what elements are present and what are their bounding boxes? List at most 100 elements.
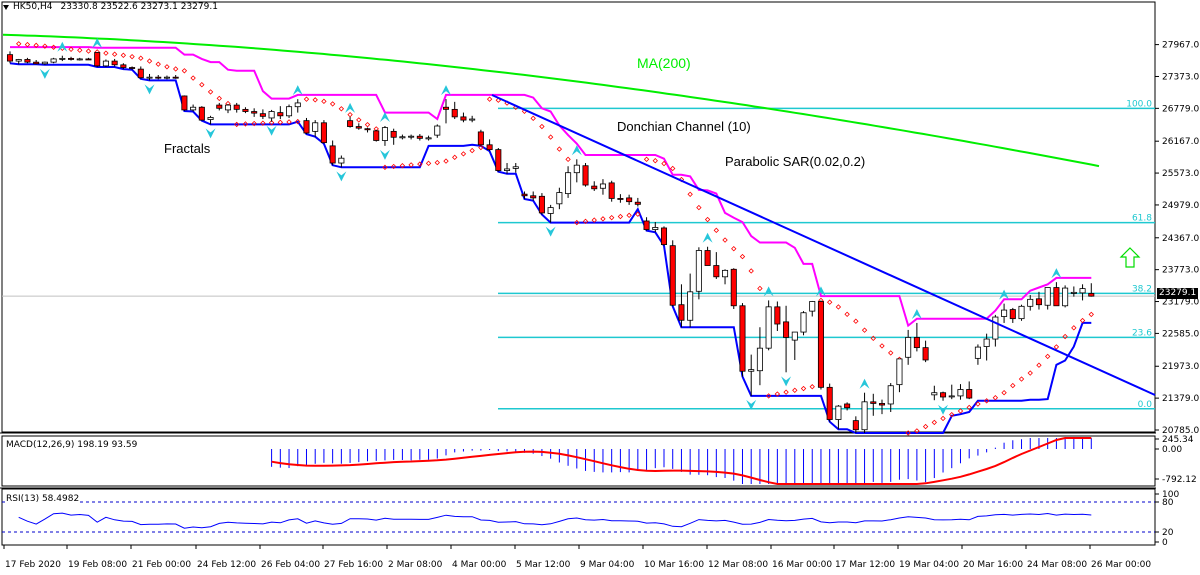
candle[interactable] [1044,287,1051,310]
candle[interactable] [469,115,476,123]
candle[interactable] [329,140,336,166]
candle[interactable] [748,354,755,396]
candle[interactable] [68,56,75,61]
candle[interactable] [765,300,772,351]
candle[interactable] [844,402,851,411]
candle[interactable] [1062,285,1069,308]
candle[interactable] [852,416,859,433]
candle[interactable] [76,57,83,61]
candle[interactable] [190,104,197,112]
candle[interactable] [172,75,179,79]
candle[interactable] [931,385,938,401]
macd-signal-line[interactable] [271,437,1092,485]
candle[interactable] [303,117,310,135]
candle[interactable] [556,187,563,210]
candle[interactable] [451,101,458,120]
candle[interactable] [591,181,598,191]
candle[interactable] [922,340,929,363]
candle[interactable] [320,120,327,144]
candle[interactable] [24,57,31,64]
candle[interactable] [408,134,415,140]
candle[interactable] [155,75,162,80]
candle[interactable] [617,194,624,203]
candle[interactable] [1079,284,1086,301]
candle[interactable] [1035,291,1042,310]
candle[interactable] [878,399,886,415]
candle[interactable] [364,127,371,133]
candle[interactable] [582,163,589,187]
candle[interactable] [983,333,990,361]
candle[interactable] [530,191,537,201]
candle[interactable] [207,115,214,125]
candle[interactable] [181,95,188,111]
candle[interactable] [608,180,615,202]
candle[interactable] [678,284,685,328]
candle[interactable] [1001,303,1008,323]
candle[interactable] [312,120,319,137]
candle[interactable] [565,166,572,198]
candle[interactable] [460,112,467,123]
candle[interactable] [913,322,920,352]
candle[interactable] [809,300,816,317]
candle[interactable] [1070,286,1077,297]
ma200-line[interactable] [2,33,1100,168]
candle[interactable] [355,123,362,130]
candle[interactable] [835,405,842,430]
candle[interactable] [599,179,606,195]
candle[interactable] [1053,282,1060,307]
candle[interactable] [416,134,423,141]
candle[interactable] [486,139,493,152]
candle[interactable] [242,107,249,114]
trendline[interactable] [491,94,1156,396]
candle[interactable] [434,124,441,138]
candle[interactable] [974,344,981,365]
candle[interactable] [102,59,109,67]
candle[interactable] [1027,295,1034,311]
candle[interactable] [826,383,833,422]
candle[interactable] [957,384,964,400]
candle[interactable] [120,63,127,70]
candle[interactable] [626,194,633,205]
candle[interactable] [442,99,450,124]
candle[interactable] [687,273,694,328]
candle[interactable] [512,163,519,173]
candle[interactable] [1088,283,1095,297]
candle[interactable] [50,57,57,64]
candle[interactable] [277,106,284,120]
candle[interactable] [713,252,720,279]
candle[interactable] [966,381,973,400]
candle[interactable] [504,163,511,174]
candle[interactable] [547,204,554,223]
candle[interactable] [286,104,293,118]
candle[interactable] [739,303,746,377]
candle[interactable] [669,240,676,307]
candle[interactable] [338,155,345,168]
candle[interactable] [347,116,354,128]
candle[interactable] [774,301,781,331]
candle[interactable] [870,393,877,416]
candle[interactable] [783,305,790,373]
candle[interactable] [129,66,136,70]
symbol-dropdown-icon[interactable] [3,4,9,10]
candle[interactable] [652,222,659,233]
candle[interactable] [643,217,650,231]
candle[interactable] [137,66,144,79]
donchian-lower-line[interactable] [9,62,1092,434]
candle[interactable] [33,60,40,65]
candle[interactable] [425,135,432,141]
candle[interactable] [6,51,14,64]
candle[interactable] [373,129,380,142]
candle[interactable] [722,269,729,285]
candle[interactable] [992,314,999,347]
candle[interactable] [85,57,92,61]
candle[interactable] [233,102,240,113]
candle[interactable] [730,268,737,309]
candle[interactable] [573,159,580,183]
candle[interactable] [198,106,205,121]
candle[interactable] [94,51,101,67]
candle[interactable] [538,193,545,215]
candle[interactable] [1009,307,1016,323]
candle[interactable] [251,108,258,117]
candle[interactable] [940,391,947,401]
candle[interactable] [704,246,711,266]
